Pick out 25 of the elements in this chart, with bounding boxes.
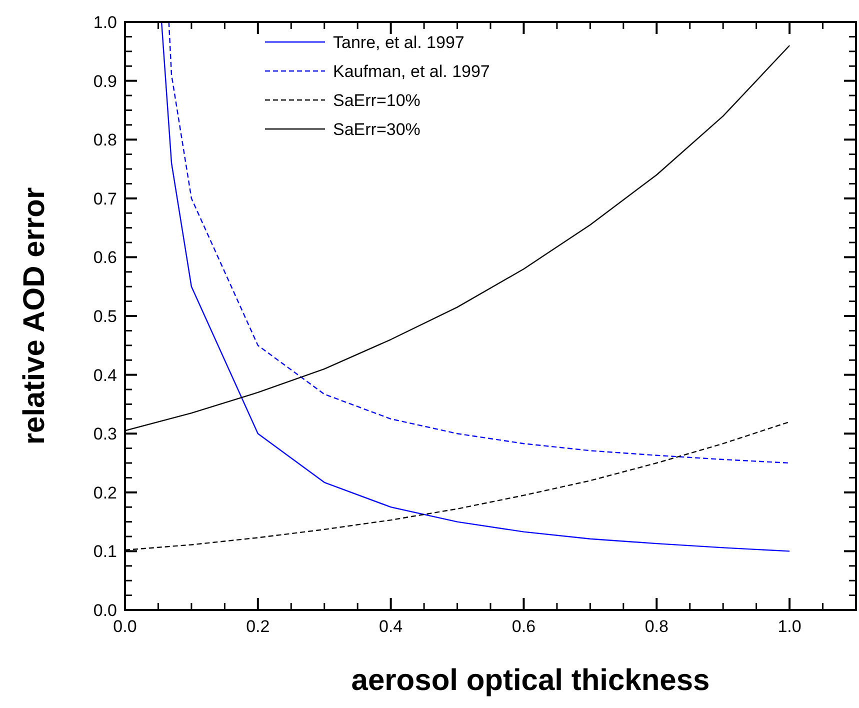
x-tick-label: 0.8 — [644, 617, 668, 636]
x-tick-label: 0.6 — [512, 617, 536, 636]
y-axis-title: relative AOD error — [18, 187, 51, 445]
legend-label: SaErr=10% — [333, 91, 420, 110]
y-tick-label: 0.9 — [93, 72, 117, 91]
x-tick-label: 0.0 — [113, 617, 137, 636]
x-axis-title: aerosol optical thickness — [351, 664, 710, 697]
line-series — [160, 22, 790, 552]
y-tick-label: 0.8 — [93, 130, 117, 150]
y-tick-label: 0.3 — [93, 424, 117, 444]
y-tick-label: 0.0 — [93, 601, 117, 620]
line-series — [168, 22, 790, 464]
x-tick-label: 1.0 — [778, 617, 802, 636]
y-tick-label: 0.5 — [93, 307, 117, 326]
y-tick-label: 0.6 — [93, 248, 117, 268]
x-tick-label: 0.4 — [379, 617, 403, 636]
y-tick-label: 0.4 — [93, 366, 117, 385]
legend-label: SaErr=30% — [333, 120, 420, 139]
legend-label: Kaufman, et al. 1997 — [333, 62, 490, 81]
y-tick-label: 0.2 — [93, 483, 117, 502]
x-tick-label: 0.2 — [246, 617, 270, 636]
y-tick-label: 0.7 — [93, 189, 117, 208]
y-tick-label: 0.1 — [93, 542, 117, 562]
y-tick-label: 1.0 — [93, 13, 117, 32]
legend-label: Tanre, et al. 1997 — [333, 33, 464, 52]
